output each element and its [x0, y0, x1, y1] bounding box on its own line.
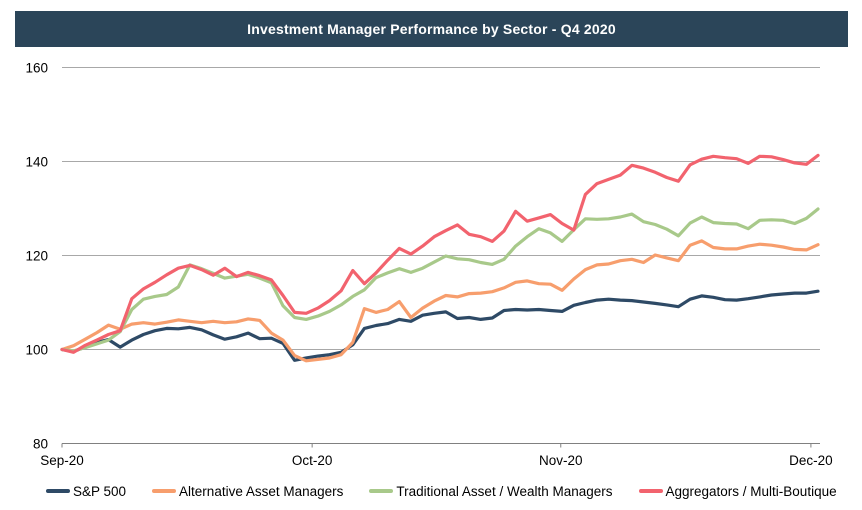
series-line-s-p-500: [60, 289, 820, 362]
legend-label-s-p-500: S&P 500: [73, 483, 127, 499]
x-axis-label: Oct-20: [292, 453, 333, 468]
legend-marker-aggregators-multi-boutique: [638, 489, 663, 493]
legend-item-s-p-500: S&P 500: [46, 484, 126, 499]
series-line-traditional-asset-wealth-managers: [60, 207, 820, 353]
chart-legend: S&P 500 Alternative Asset Managers Traditi…: [0, 480, 862, 502]
chart-title: Investment Manager Performance by Sector…: [247, 21, 616, 37]
y-axis-label: 80: [33, 436, 48, 451]
legend-marker-alternative-asset-managers: [152, 489, 177, 493]
y-axis-label: 100: [25, 342, 48, 357]
legend-item-aggregators-multi-boutique: Aggregators / Multi-Boutique: [638, 483, 837, 499]
series-line-alternative-asset-managers: [60, 239, 820, 363]
legend-label-aggregators-multi-boutique: Aggregators / Multi-Boutique: [665, 483, 837, 499]
y-axis-label: 160: [25, 60, 48, 75]
x-axis-label: Nov-20: [539, 453, 583, 468]
legend-marker-traditional-asset-wealth-managers: [369, 489, 394, 493]
legend-item-alternative-asset-managers: Alternative Asset Managers: [152, 484, 343, 499]
y-axis-label: 140: [25, 154, 48, 169]
legend-label-traditional-asset-wealth-managers: Traditional Asset / Wealth Managers: [396, 483, 613, 499]
x-axis-label: Sep-20: [40, 453, 84, 468]
y-axis-label: 120: [25, 248, 48, 263]
chart-title-bar: Investment Manager Performance by Sector…: [15, 11, 848, 47]
legend-marker-s-p-500: [46, 489, 70, 493]
series-line-aggregators-multi-boutique: [60, 153, 820, 354]
legend-label-alternative-asset-managers: Alternative Asset Managers: [179, 483, 344, 499]
x-axis-label: Dec-20: [789, 453, 833, 468]
legend-item-traditional-asset-wealth-managers: Traditional Asset / Wealth Managers: [369, 483, 613, 499]
